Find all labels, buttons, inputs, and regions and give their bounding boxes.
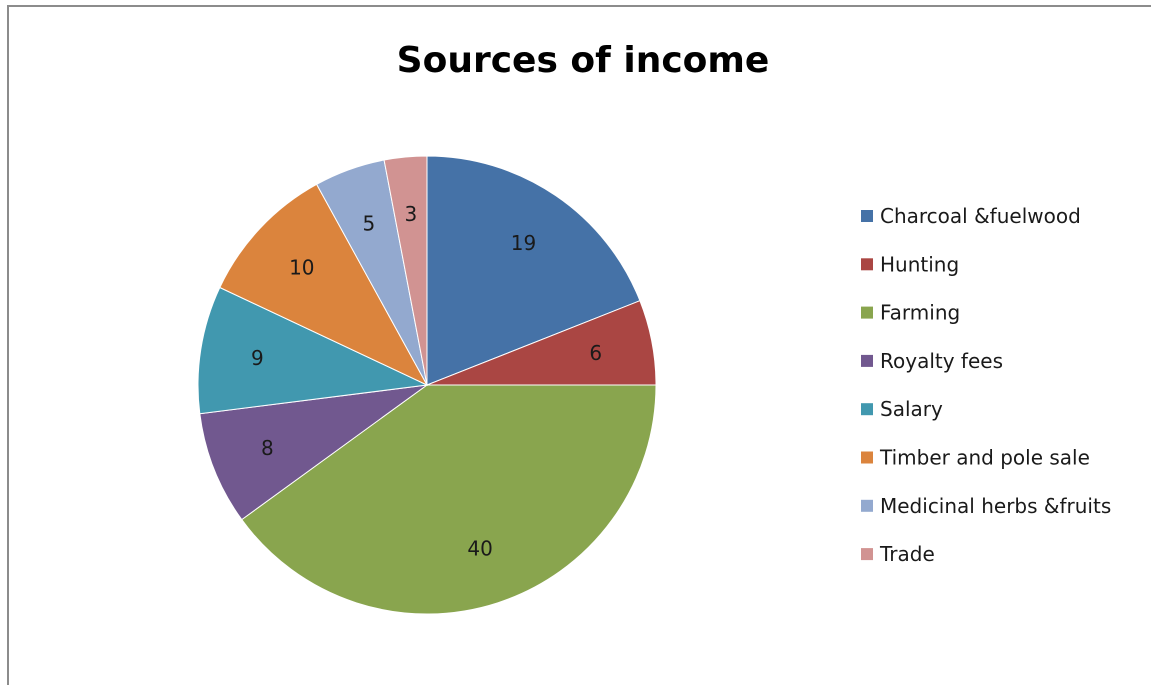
legend-label-farming: Farming bbox=[880, 301, 960, 325]
legend: Charcoal &fuelwood Hunting Farming Royalty … bbox=[861, 204, 1111, 566]
data-label-timber-and-pole-sale: 10 bbox=[289, 255, 314, 279]
data-label-charcoal-and-fuelwood: 19 bbox=[511, 231, 536, 255]
legend-label-medicinal-herbs-and-fruits: Medicinal herbs &fruits bbox=[880, 494, 1111, 518]
legend-label-charcoal-and-fuelwood: Charcoal &fuelwood bbox=[880, 204, 1081, 228]
data-label-medicinal-herbs-and-fruits: 5 bbox=[362, 211, 375, 235]
data-label-hunting: 6 bbox=[589, 341, 602, 365]
legend-swatch-farming bbox=[861, 306, 873, 319]
legend-label-royalty-fees: Royalty fees bbox=[880, 349, 1003, 373]
legend-swatch-trade bbox=[861, 548, 873, 561]
legend-label-trade: Trade bbox=[879, 542, 935, 566]
data-label-trade: 3 bbox=[404, 202, 417, 226]
data-labels: 19 6 40 8 9 10 5 3 bbox=[251, 202, 602, 560]
pie-slice-trade bbox=[383, 155, 428, 386]
pie-slice-salary bbox=[197, 286, 429, 415]
legend-label-salary: Salary bbox=[880, 397, 943, 421]
data-label-farming: 40 bbox=[467, 536, 492, 560]
legend-swatch-salary bbox=[861, 403, 873, 416]
chart-title: Sources of income bbox=[397, 40, 770, 81]
legend-swatch-royalty-fees bbox=[861, 354, 873, 367]
pie-slices bbox=[197, 155, 657, 615]
pie-slice-charcoal-and-fuelwood bbox=[426, 155, 641, 386]
legend-label-timber-and-pole-sale: Timber and pole sale bbox=[879, 446, 1090, 470]
legend-label-hunting: Hunting bbox=[880, 252, 959, 276]
data-label-royalty-fees: 8 bbox=[261, 436, 274, 460]
legend-swatch-charcoal-and-fuelwood bbox=[861, 210, 873, 222]
legend-swatch-timber-and-pole-sale bbox=[861, 451, 873, 464]
legend-swatch-hunting bbox=[861, 258, 873, 271]
pie-slice-royalty-fees bbox=[199, 384, 428, 521]
pie-slice-farming bbox=[241, 384, 657, 615]
data-label-salary: 9 bbox=[251, 346, 264, 370]
pie-slice-timber-and-pole-sale bbox=[219, 183, 429, 387]
legend-swatch-medicinal-herbs-and-fruits bbox=[861, 499, 873, 512]
